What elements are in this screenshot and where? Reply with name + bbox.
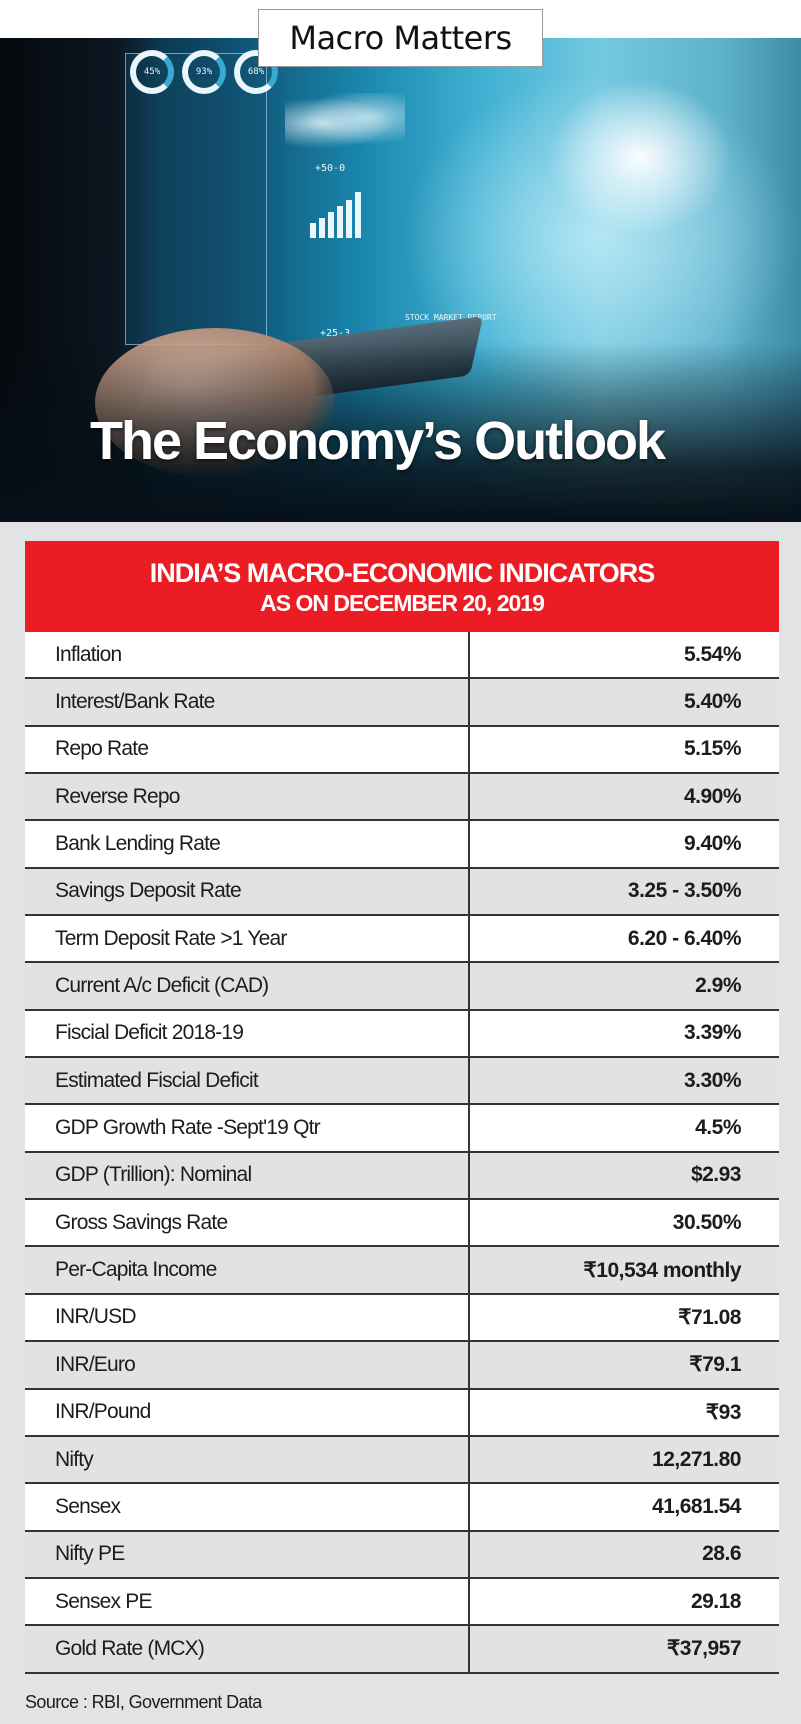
table-row: Per-Capita Income ₹10,534 monthly: [25, 1247, 779, 1295]
table-row: Inflation 5.54%: [25, 632, 779, 680]
banner-bottom-shade: [0, 342, 801, 522]
banner-bar-chart-icon: [310, 188, 370, 238]
banner-donut-icon: 93%: [182, 50, 226, 94]
table-row: Term Deposit Rate >1 Year 6.20 - 6.40%: [25, 916, 779, 964]
indicator-label: Inflation: [25, 632, 470, 678]
indicator-value: $2.93: [690, 1163, 742, 1187]
indicator-value: ₹10,534 monthly: [583, 1258, 741, 1282]
indicator-value: 5.54%: [683, 642, 742, 666]
indicator-label: Nifty: [25, 1436, 470, 1483]
indicator-value: 41,681.54: [652, 1494, 741, 1518]
indicator-label: Current A/c Deficit (CAD): [25, 963, 470, 1009]
indicator-label: Per-Capita Income: [25, 1247, 470, 1293]
hero-banner-image: 45% 93% 68% +50-0 +25-3 STOCK MARKET REP…: [0, 38, 801, 522]
indicator-value: 3.25 - 3.50%: [627, 879, 742, 903]
source-note: Source : RBI, Government Data: [25, 1692, 262, 1712]
indicator-value: ₹37,957: [666, 1637, 742, 1661]
table-row: Bank Lending Rate 9.40%: [25, 821, 779, 869]
indicator-label: INR/USD: [25, 1294, 470, 1341]
indicator-label: Nifty PE: [25, 1531, 470, 1577]
table-row: Fiscial Deficit 2018-19 3.39%: [25, 1010, 779, 1059]
banner-chart-label: STOCK MARKET REPORT: [405, 313, 497, 322]
indicator-label: INR/Euro: [25, 1342, 470, 1388]
indicators-card: INDIA’S MACRO-ECONOMIC INDICATORS AS ON …: [25, 541, 779, 1674]
indicator-label: Gross Savings Rate: [25, 1200, 470, 1246]
indicator-value: ₹93: [705, 1400, 742, 1424]
indicator-value: ₹71.08: [678, 1305, 741, 1329]
indicator-value: 4.90%: [683, 784, 742, 808]
indicator-label: Fiscial Deficit 2018-19: [25, 1010, 470, 1057]
card-title: INDIA’S MACRO-ECONOMIC INDICATORS: [149, 557, 656, 588]
table-row: Savings Deposit Rate 3.25 - 3.50%: [25, 868, 779, 917]
table-row: Nifty PE 28.6: [25, 1531, 779, 1579]
indicator-value: 4.5%: [695, 1116, 741, 1140]
card-header: INDIA’S MACRO-ECONOMIC INDICATORS AS ON …: [25, 541, 779, 632]
indicator-label: Gold Rate (MCX): [25, 1626, 470, 1672]
table-row: Sensex PE 29.18: [25, 1578, 779, 1627]
indicator-label: Term Deposit Rate >1 Year: [25, 916, 470, 962]
indicator-label: Repo Rate: [25, 726, 470, 773]
indicator-label: Sensex PE: [25, 1578, 470, 1625]
banner-world-map: [285, 93, 405, 153]
banner-data-panel: [125, 53, 267, 345]
table-row: GDP (Trillion): Nominal $2.93: [25, 1152, 779, 1201]
table-row: INR/Euro ₹79.1: [25, 1342, 779, 1390]
indicator-value: 3.39%: [683, 1021, 742, 1045]
table-row: Nifty 12,271.80: [25, 1436, 779, 1485]
banner-chart-label: +50-0: [315, 163, 346, 174]
table-row: Current A/c Deficit (CAD) 2.9%: [25, 963, 779, 1011]
indicator-value: 5.40%: [683, 690, 742, 714]
table-row: Gold Rate (MCX) ₹37,957: [25, 1626, 779, 1674]
masthead-label: Macro Matters: [258, 9, 543, 67]
indicator-label: Reverse Repo: [25, 774, 470, 820]
table-row: Sensex 41,681.54: [25, 1484, 779, 1532]
indicator-label: Bank Lending Rate: [25, 821, 470, 867]
indicator-label: Savings Deposit Rate: [25, 868, 470, 915]
indicators-table: Inflation 5.54% Interest/Bank Rate 5.40% Rep…: [25, 632, 779, 1674]
indicator-label: Sensex: [25, 1484, 470, 1530]
indicator-value: 3.30%: [683, 1068, 742, 1092]
indicator-value: ₹79.1: [689, 1353, 741, 1377]
card-subtitle: AS ON DECEMBER 20, 2019: [260, 589, 545, 616]
banner-title: The Economy’s Outlook: [90, 411, 666, 471]
indicator-value: 2.9%: [695, 974, 741, 998]
banner-donut-icon: 45%: [130, 50, 174, 94]
indicator-label: GDP (Trillion): Nominal: [25, 1152, 470, 1199]
indicator-value: 5.15%: [683, 737, 742, 761]
indicator-value: 9.40%: [683, 832, 742, 856]
banner-chart-label: +25-3: [320, 328, 351, 339]
indicator-value: 28.6: [702, 1542, 741, 1566]
indicator-label: Interest/Bank Rate: [25, 679, 470, 725]
banner-donut-icon: 68%: [234, 50, 278, 94]
indicator-label: GDP Growth Rate -Sept'19 Qtr: [25, 1105, 470, 1151]
table-row: Gross Savings Rate 30.50%: [25, 1200, 779, 1248]
table-row: GDP Growth Rate -Sept'19 Qtr 4.5%: [25, 1105, 779, 1153]
table-row: INR/USD ₹71.08: [25, 1294, 779, 1343]
table-row: Reverse Repo 4.90%: [25, 774, 779, 822]
indicator-value: 6.20 - 6.40%: [627, 926, 742, 950]
indicator-label: Estimated Fiscial Deficit: [25, 1058, 470, 1104]
table-row: Estimated Fiscial Deficit 3.30%: [25, 1058, 779, 1106]
indicator-value: 12,271.80: [652, 1447, 741, 1471]
indicator-label: INR/Pound: [25, 1389, 470, 1435]
table-row: INR/Pound ₹93: [25, 1389, 779, 1437]
indicator-value: 29.18: [690, 1589, 742, 1613]
indicator-value: 30.50%: [672, 1210, 742, 1234]
table-row: Repo Rate 5.15%: [25, 726, 779, 775]
table-row: Interest/Bank Rate 5.40%: [25, 679, 779, 727]
